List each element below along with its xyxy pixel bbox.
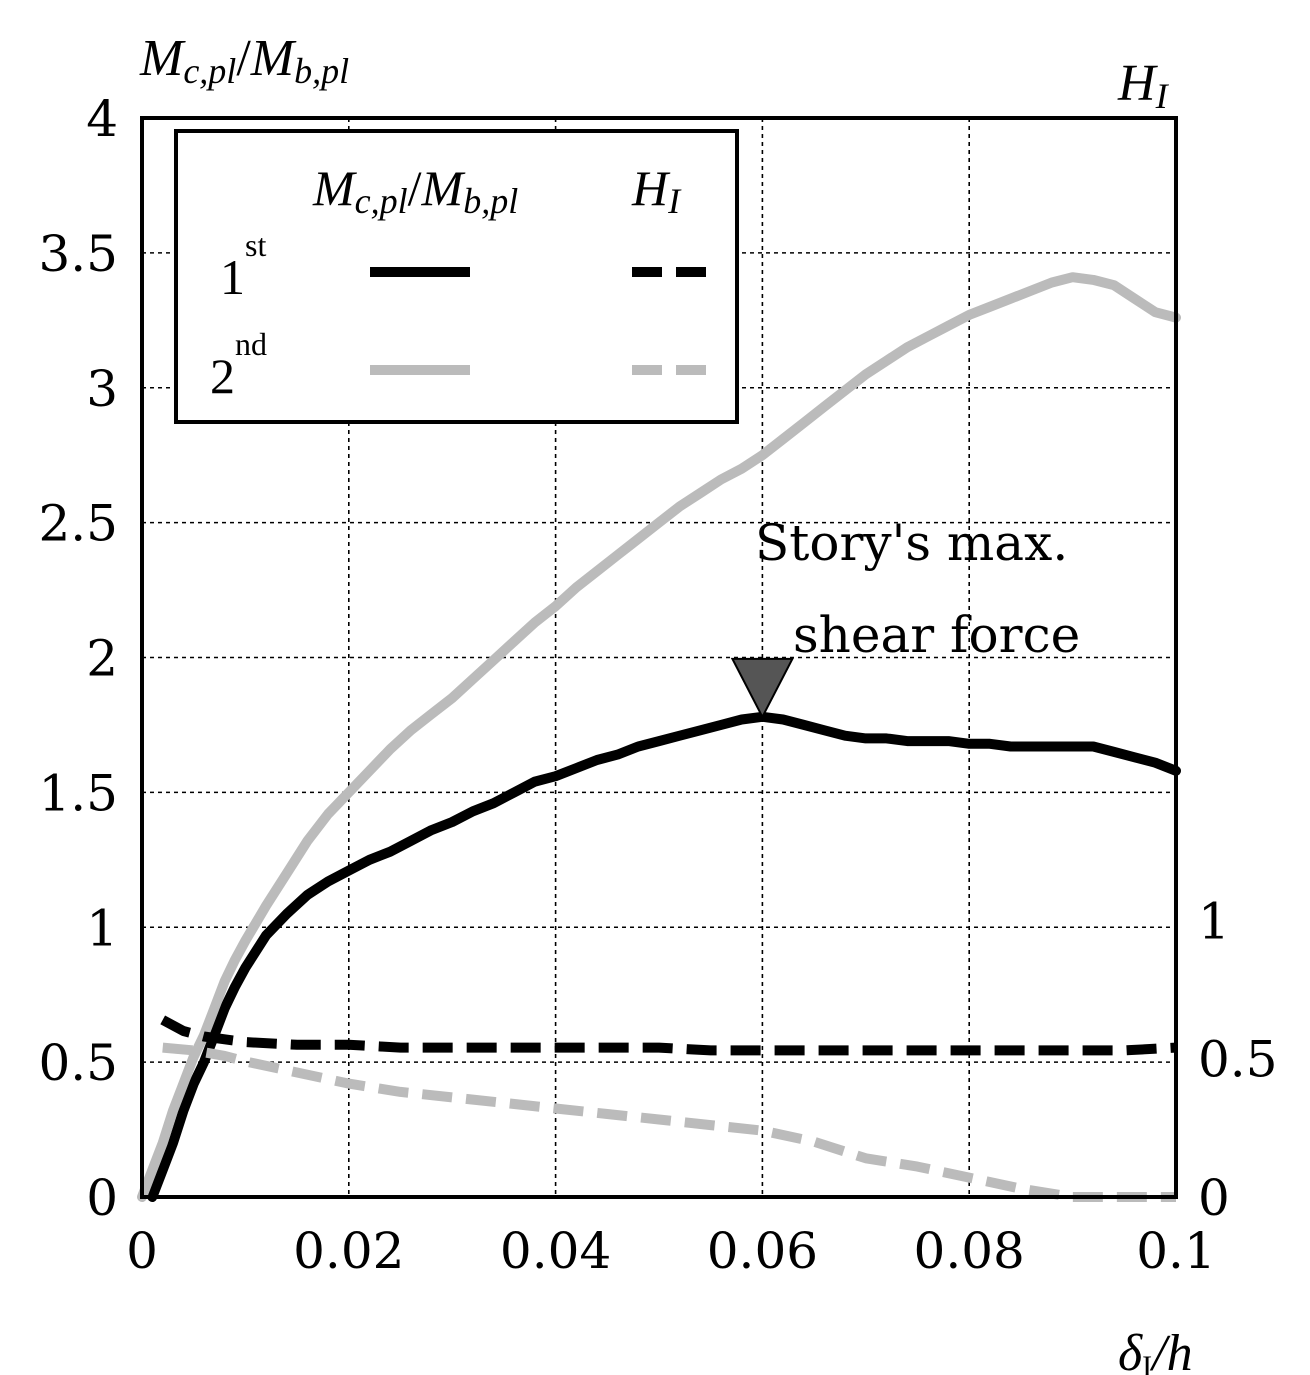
x-tick-label: 0.04 xyxy=(500,1222,611,1280)
y-left-tick-label: 2 xyxy=(86,630,118,688)
legend-header-moment-ratio: Mc,pl/Mb,pl xyxy=(312,160,518,221)
x-tick-label: 0.08 xyxy=(914,1222,1025,1280)
series-2nd-hi-line xyxy=(162,1042,1176,1202)
y-right-tick-label: 1 xyxy=(1198,892,1230,950)
y-left-axis-title: Mc,pl/Mb,pl xyxy=(139,30,349,91)
legend-row-1st-label: 1st xyxy=(220,227,266,305)
x-tick-label: 0.02 xyxy=(293,1222,404,1280)
legend: Mc,pl/Mb,pl HI 1st 2nd xyxy=(174,129,739,424)
plot-frame xyxy=(140,116,1178,1199)
legend-header-hi: HI xyxy=(631,160,682,221)
y-right-tick-label: 0 xyxy=(1198,1169,1230,1227)
x-axis-title: δI/h xyxy=(1118,1325,1193,1375)
series-1st-hi-line xyxy=(160,1015,1177,1056)
y-left-tick-label: 3 xyxy=(86,360,118,418)
y-left-tick-label: 0.5 xyxy=(38,1034,118,1092)
y-left-tick-label: 1 xyxy=(86,899,118,957)
y-left-tick-label: 1.5 xyxy=(38,764,118,822)
series-1st-moment-ratio-line xyxy=(147,711,1181,1202)
y-right-tick-label: 0.5 xyxy=(1198,1031,1278,1089)
x-tick-label: 0.1 xyxy=(1136,1222,1216,1280)
x-tick-label: 0 xyxy=(126,1222,158,1280)
max-shear-marker-icon xyxy=(730,657,795,720)
y-right-axis-title: HI xyxy=(1117,55,1170,116)
legend-row-2nd-label: 2nd xyxy=(210,326,267,404)
x-tick-label: 0.06 xyxy=(707,1222,818,1280)
y-left-tick-label: 0 xyxy=(86,1169,118,1227)
series-layer xyxy=(137,272,1181,1202)
series-2nd-moment-ratio-line xyxy=(137,272,1181,1202)
y-left-tick-label: 2.5 xyxy=(38,495,118,553)
annotation-line2: shear force xyxy=(793,606,1080,664)
y-left-tick-label: 4 xyxy=(86,90,118,148)
annotation-line1: Story's max. xyxy=(755,514,1068,572)
y-left-tick-label: 3.5 xyxy=(38,225,118,283)
tick-labels: 0 0.02 0.04 0.06 0.08 0.100.511.522.533.5400.… xyxy=(38,90,1277,1280)
